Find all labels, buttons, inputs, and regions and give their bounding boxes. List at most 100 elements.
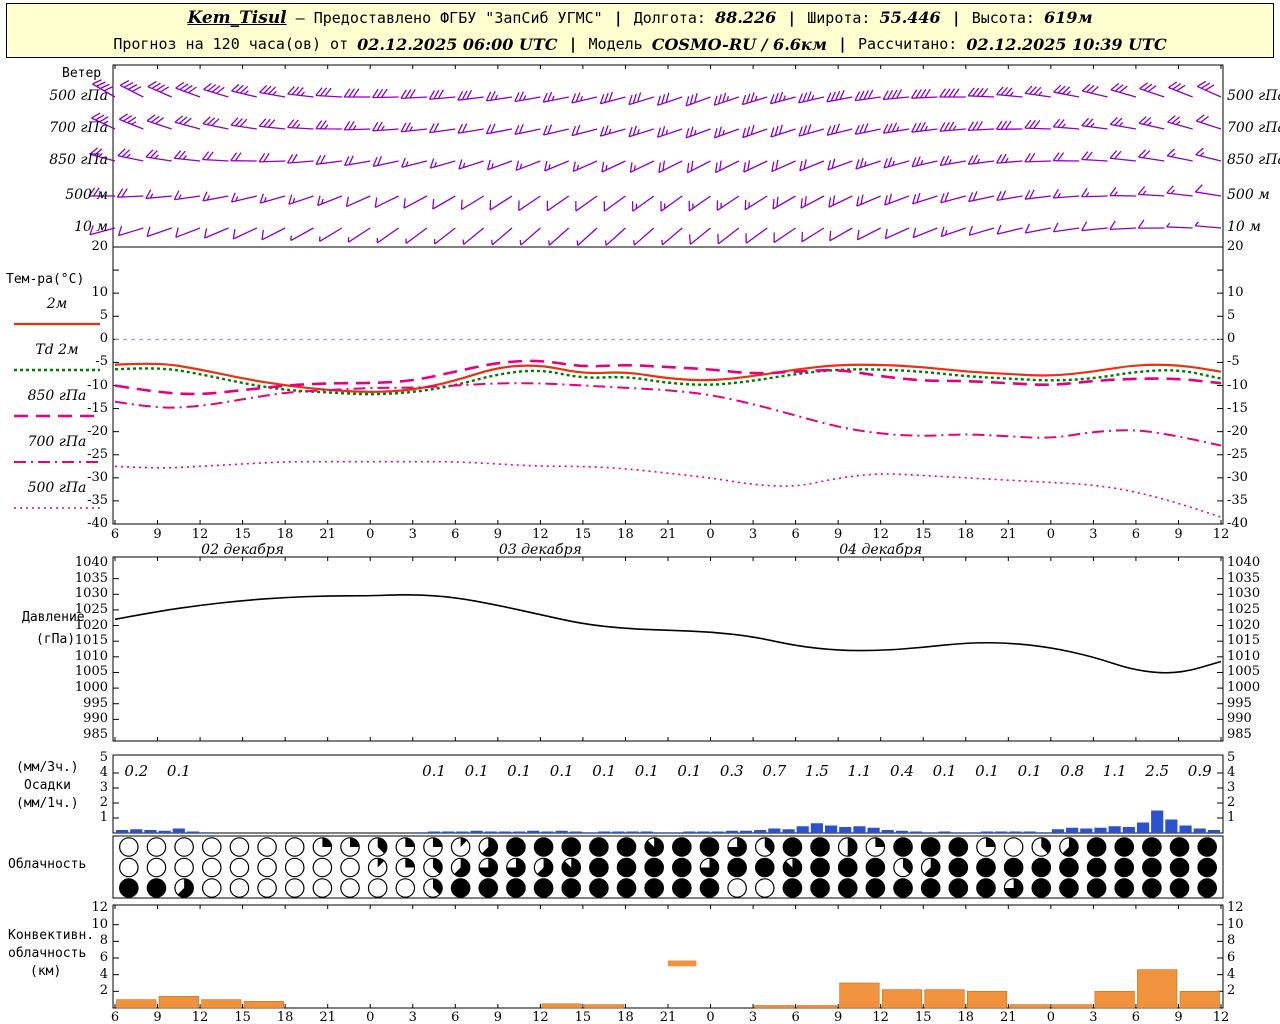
rain-3h-value: 0.1 [975, 762, 999, 780]
cloud-fill [700, 837, 719, 857]
wind-barb [1024, 119, 1051, 130]
wind-barb [118, 113, 144, 130]
wind-level-right: 700 гПа [1227, 120, 1280, 136]
cloud-fill [177, 878, 194, 898]
rain-1h-bar [867, 827, 880, 833]
wind-barb [202, 116, 229, 130]
cloud-circle [174, 837, 194, 857]
cloud-fill [1032, 878, 1051, 898]
legend-label-500: 500 гПа [27, 480, 87, 496]
temp-series-3 [114, 382, 1222, 447]
wind-barb [429, 158, 456, 169]
hour-label-top: 18 [617, 527, 634, 542]
pressure-tick-right: 1005 [1227, 664, 1261, 680]
cloud-fill [1059, 878, 1079, 898]
wind-barb [571, 92, 598, 104]
cloud-circle [754, 857, 775, 878]
hour-label-bottom: 21 [1000, 1010, 1017, 1024]
wind-level-left: 700 гПа [49, 120, 108, 136]
wind-barb [770, 124, 796, 138]
hour-label-top: 21 [319, 527, 336, 542]
temp-tick-right: 20 [1227, 239, 1244, 254]
wind-barb [457, 123, 484, 134]
conv-cloud-bar [243, 1001, 284, 1009]
temp-tick-left: 0 [99, 331, 108, 347]
header-line-2: Прогноз на 120 часа(ов) от 02.12.2025 06… [6, 31, 1274, 58]
rain-1h-bar [1108, 826, 1121, 833]
cloud-circle [284, 837, 305, 857]
rain-1h-bar [1165, 819, 1178, 833]
cloud-circle [589, 878, 609, 898]
wind-barb [287, 153, 314, 164]
hour-label-top: 21 [1000, 527, 1017, 542]
wind-barb [1052, 189, 1080, 199]
wind-barb [428, 122, 456, 134]
cloud-fill [921, 837, 940, 857]
hour-label-top: 3 [1089, 527, 1098, 542]
wind-barb [519, 227, 541, 246]
hour-label-top: 15 [914, 527, 932, 542]
cloud-panel-title: Облачность [8, 857, 87, 872]
hour-label-top: 12 [532, 527, 549, 542]
pressure-tick-left: 1020 [74, 617, 108, 633]
cloud-fill [506, 858, 526, 877]
cloud-fill [924, 858, 940, 877]
hour-label-top: 12 [191, 527, 209, 542]
precip-panel-title: Осадки [24, 778, 71, 793]
wind-barb [146, 226, 172, 238]
wind-barb [433, 227, 456, 245]
cloud-fill [764, 837, 774, 854]
temp-tick-right: -25 [1227, 446, 1248, 462]
wind-barb [967, 121, 995, 132]
wind-barb [744, 195, 768, 211]
rain-1h-bar [456, 831, 469, 833]
cloud-fill [1197, 878, 1217, 898]
cloud-circle [893, 837, 913, 857]
rain-1h-bar [1179, 825, 1192, 833]
wind-barb [912, 192, 938, 205]
temp-tick-right: -10 [1227, 377, 1248, 393]
wind-barb [1139, 82, 1165, 98]
rain-1h-bar [1094, 827, 1107, 833]
rain-1h-bar [1207, 830, 1220, 833]
panel-box-3 [112, 754, 1224, 834]
cloud-circle [312, 878, 333, 898]
cloud-fill [534, 837, 553, 857]
station-name: Kem_Tisul [187, 7, 287, 28]
cloud-circle [201, 878, 222, 898]
rain-1h-bar [442, 831, 455, 833]
wind-barb [1109, 150, 1136, 162]
hour-label-top: 6 [791, 527, 800, 542]
cloud-fill [875, 837, 885, 847]
cloud-circle [976, 878, 996, 898]
wind-barb [716, 195, 740, 211]
conv-tick-left: 10 [91, 916, 108, 932]
rain-1h-bar [669, 832, 682, 833]
rain-3h-value: 0.1 [635, 762, 659, 780]
rain-1h-bar [739, 830, 753, 833]
cloud-fill [479, 878, 498, 898]
wind-barb [173, 190, 201, 201]
wind-barb [1196, 80, 1222, 98]
pressure-tick-right: 1020 [1227, 617, 1261, 633]
wind-barb [772, 195, 796, 210]
cloud-circle [837, 857, 858, 878]
rain-3h-value: 0.4 [890, 762, 914, 780]
wind-barb [741, 92, 768, 106]
temp-tick-left: -5 [95, 354, 108, 370]
cloud-fill [810, 837, 830, 857]
cloud-fill [562, 878, 581, 898]
wind-barb [1194, 221, 1222, 229]
rain-1h-bar [768, 828, 781, 833]
wind-barb [514, 91, 541, 103]
temp-series-2 [114, 359, 1222, 396]
temp-tick-right: 5 [1227, 308, 1236, 324]
temp-tick-left: -25 [87, 446, 108, 462]
wind-barb [1024, 189, 1051, 200]
separator: | [613, 8, 623, 27]
wind-barb [967, 87, 995, 98]
hour-label-top: 18 [957, 527, 975, 542]
wind-barb [1195, 147, 1222, 162]
wind-barb [940, 226, 966, 238]
rain-3h-value: 1.1 [847, 762, 871, 780]
